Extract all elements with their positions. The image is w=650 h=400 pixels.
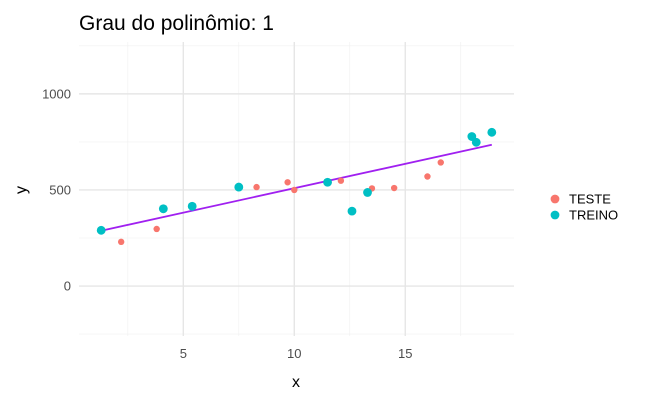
point-treino <box>471 137 481 147</box>
point-treino <box>158 204 168 214</box>
point-treino <box>487 127 497 137</box>
legend-key-teste <box>550 194 560 204</box>
x-tick-label: 10 <box>287 346 301 361</box>
point-teste <box>253 183 260 191</box>
x-tick-label: 5 <box>180 346 187 361</box>
point-teste <box>337 177 345 184</box>
point-treino <box>187 201 197 211</box>
point-teste <box>153 225 160 233</box>
y-tick-label: 0 <box>64 279 71 294</box>
y-axis-label: y <box>13 186 30 194</box>
chart-title: Grau do polinômio: 1 <box>79 12 274 35</box>
point-treino <box>234 182 244 192</box>
legend-label-teste: TESTE <box>569 192 611 207</box>
point-teste <box>437 159 444 166</box>
legend-label-treino: TREINO <box>569 208 618 223</box>
point-teste <box>424 173 431 180</box>
point-teste <box>390 184 398 192</box>
x-tick-label: 15 <box>398 346 412 361</box>
y-tick-labels: 0 500 1000 <box>42 86 71 293</box>
point-treino <box>363 188 372 197</box>
x-axis-label: x <box>292 374 300 391</box>
minor-gridlines <box>79 42 514 336</box>
point-teste <box>117 238 125 246</box>
x-tick-labels: 5 10 15 <box>180 346 413 361</box>
y-tick-label: 1000 <box>42 86 71 101</box>
point-treino <box>347 206 357 216</box>
data-points <box>96 127 497 246</box>
point-treino <box>96 225 106 235</box>
point-teste <box>291 186 298 194</box>
point-teste <box>284 179 291 186</box>
y-tick-label: 500 <box>49 182 71 197</box>
legend-key-treino <box>550 210 560 220</box>
point-treino <box>323 177 332 187</box>
